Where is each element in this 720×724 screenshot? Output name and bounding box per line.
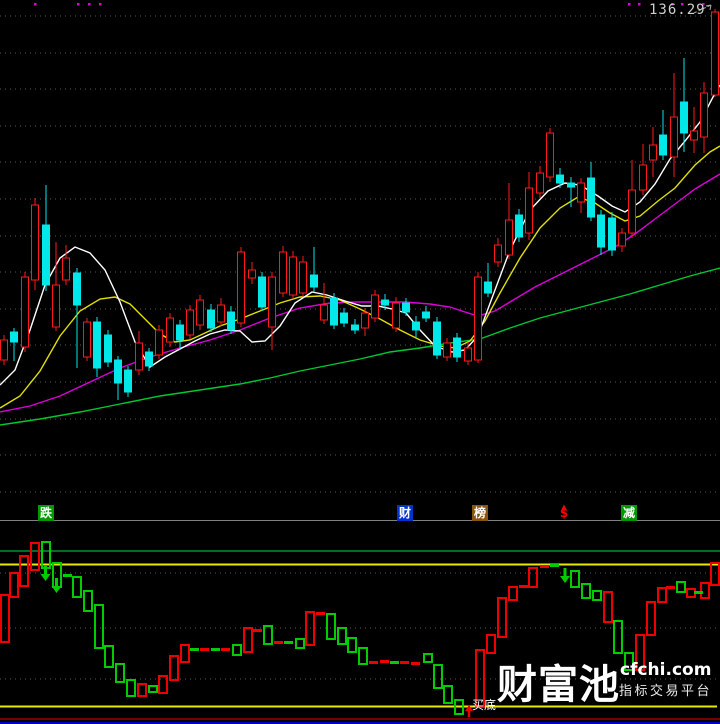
price-arrow-icon <box>693 4 712 14</box>
up-arrow-icon: ▲ <box>561 503 567 511</box>
indicator-bars <box>0 541 720 715</box>
watermark-domain: cfchi.com <box>620 660 712 680</box>
signal-label-cai: 财 <box>397 505 413 521</box>
signal-label-bang: 榜 <box>472 505 488 521</box>
indicator-gridlines <box>0 572 720 680</box>
signal-label-dollar: ▲ $ <box>557 503 571 521</box>
signal-arrows <box>40 566 570 717</box>
watermark-tagline: 指标交易平台 <box>619 684 713 699</box>
red-up-arrow-icon <box>465 705 473 717</box>
magenta-dots <box>34 3 705 6</box>
buy-bottom-signal-label: 买底 <box>472 698 497 712</box>
green-down-arrow-icon <box>51 578 62 593</box>
ma-magenta-line <box>0 173 720 413</box>
signal-label-jian: 减 <box>621 505 637 521</box>
last-price-label: 136.29 <box>649 2 706 18</box>
indicator-hlines <box>0 550 720 724</box>
signal-label-die: 跌 <box>38 505 54 521</box>
candles-group <box>0 9 719 400</box>
green-down-arrow-icon <box>40 566 51 581</box>
ma-green-line <box>0 267 720 426</box>
watermark-brand: 财富池 <box>497 662 620 708</box>
ma-white-line <box>0 84 720 386</box>
green-down-arrow-icon <box>560 568 570 583</box>
